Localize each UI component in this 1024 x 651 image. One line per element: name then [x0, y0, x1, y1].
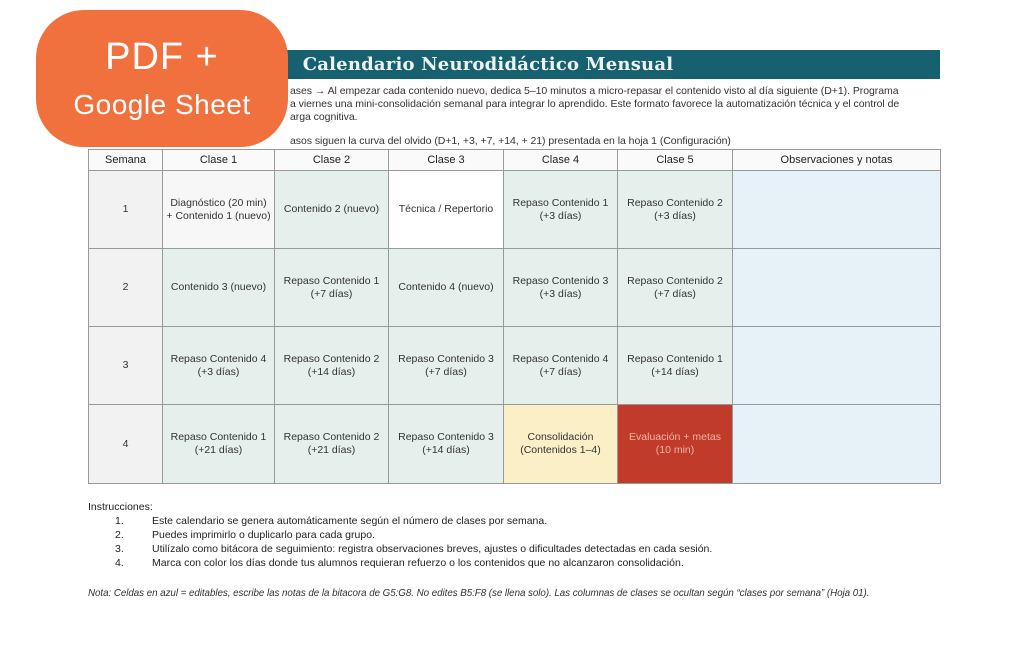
evaluation-cell: Evaluación + metas (10 min) — [617, 404, 733, 484]
consolidation-cell: Consolidación (Contenidos 1–4) — [503, 404, 618, 484]
class-cell: Contenido 3 (nuevo) — [162, 248, 275, 327]
description-line-3: arga cognitiva. — [290, 111, 358, 123]
description-line-4: asos siguen la curva del olvido (D+1, +3… — [290, 135, 731, 147]
table-row-week-1: 1 Diagnóstico (20 min) + Contenido 1 (nu… — [88, 170, 941, 249]
instruction-text: Este calendario se genera automáticament… — [152, 515, 548, 527]
description-line-2: a viernes una mini-consolidación semanal… — [290, 98, 900, 110]
observations-cell — [732, 170, 941, 249]
badge-line-pdf: PDF + — [105, 36, 219, 78]
col-header-observaciones: Observaciones y notas — [732, 149, 941, 171]
class-cell: Repaso Contenido 4 (+3 días) — [162, 326, 275, 405]
calendar-table: Semana Clase 1 Clase 2 Clase 3 Clase 4 C… — [88, 149, 941, 484]
instruction-text: Utilízalo como bitácora de seguimiento: … — [152, 543, 713, 555]
footnote: Nota: Celdas en azul = editables, escrib… — [88, 588, 870, 599]
col-header-semana: Semana — [88, 149, 163, 171]
class-cell: Repaso Contenido 2 (+14 días) — [274, 326, 389, 405]
class-cell: Repaso Contenido 3 (+14 días) — [388, 404, 504, 484]
badge-line-google-sheet: Google Sheet — [73, 89, 251, 120]
instruction-text: Puedes imprimirlo o duplicarlo para cada… — [152, 529, 375, 541]
class-cell: Repaso Contenido 3 (+7 días) — [388, 326, 504, 405]
instruction-item-1: 1. Este calendario se genera automáticame… — [115, 515, 547, 527]
class-cell: Contenido 2 (nuevo) — [274, 170, 389, 249]
table-row-week-4: 4 Repaso Contenido 1 (+21 días) Repaso C… — [88, 404, 941, 484]
instruction-text: Marca con color los días donde tus alumn… — [152, 557, 684, 569]
col-header-clase-2: Clase 2 — [274, 149, 389, 171]
col-header-clase-5: Clase 5 — [617, 149, 733, 171]
instructions-title: Instrucciones: — [88, 501, 153, 513]
class-cell: Diagnóstico (20 min) + Contenido 1 (nuev… — [162, 170, 275, 249]
class-cell: Repaso Contenido 1 (+3 días) — [503, 170, 618, 249]
instruction-item-4: 4. Marca con color los días donde tus alu… — [115, 557, 684, 569]
observations-cell — [732, 326, 941, 405]
page-title: Calendario Neurodidáctico Mensual — [302, 54, 674, 75]
instruction-number: 4. — [115, 557, 124, 569]
pdf-google-sheet-badge: PDF + Google Sheet — [36, 10, 288, 147]
class-cell: Repaso Contenido 3 (+3 días) — [503, 248, 618, 327]
col-header-clase-4: Clase 4 — [503, 149, 618, 171]
observations-cell — [732, 404, 941, 484]
class-cell: Repaso Contenido 1 (+14 días) — [617, 326, 733, 405]
instruction-item-3: 3. Utilízalo como bitácora de seguimiento… — [115, 543, 712, 555]
instruction-number: 3. — [115, 543, 124, 555]
class-cell: Repaso Contenido 2 (+3 días) — [617, 170, 733, 249]
week-cell: 4 — [88, 404, 163, 484]
class-cell: Contenido 4 (nuevo) — [388, 248, 504, 327]
table-row-week-2: 2 Contenido 3 (nuevo) Repaso Contenido 1… — [88, 248, 941, 327]
instruction-number: 2. — [115, 529, 124, 541]
class-cell: Repaso Contenido 2 (+7 días) — [617, 248, 733, 327]
table-row-week-3: 3 Repaso Contenido 4 (+3 días) Repaso Co… — [88, 326, 941, 405]
instruction-item-2: 2. Puedes imprimirlo o duplicarlo para ca… — [115, 529, 375, 541]
class-cell: Técnica / Repertorio — [388, 170, 504, 249]
class-cell: Repaso Contenido 2 (+21 días) — [274, 404, 389, 484]
col-header-clase-1: Clase 1 — [162, 149, 275, 171]
description-line-1: ases → Al empezar cada contenido nuevo, … — [290, 85, 899, 97]
col-header-clase-3: Clase 3 — [388, 149, 504, 171]
week-cell: 2 — [88, 248, 163, 327]
class-cell: Repaso Contenido 1 (+7 días) — [274, 248, 389, 327]
week-cell: 3 — [88, 326, 163, 405]
observations-cell — [732, 248, 941, 327]
instruction-number: 1. — [115, 515, 124, 527]
class-cell: Repaso Contenido 1 (+21 días) — [162, 404, 275, 484]
table-header-row: Semana Clase 1 Clase 2 Clase 3 Clase 4 C… — [88, 149, 941, 171]
week-cell: 1 — [88, 170, 163, 249]
class-cell: Repaso Contenido 4 (+7 días) — [503, 326, 618, 405]
